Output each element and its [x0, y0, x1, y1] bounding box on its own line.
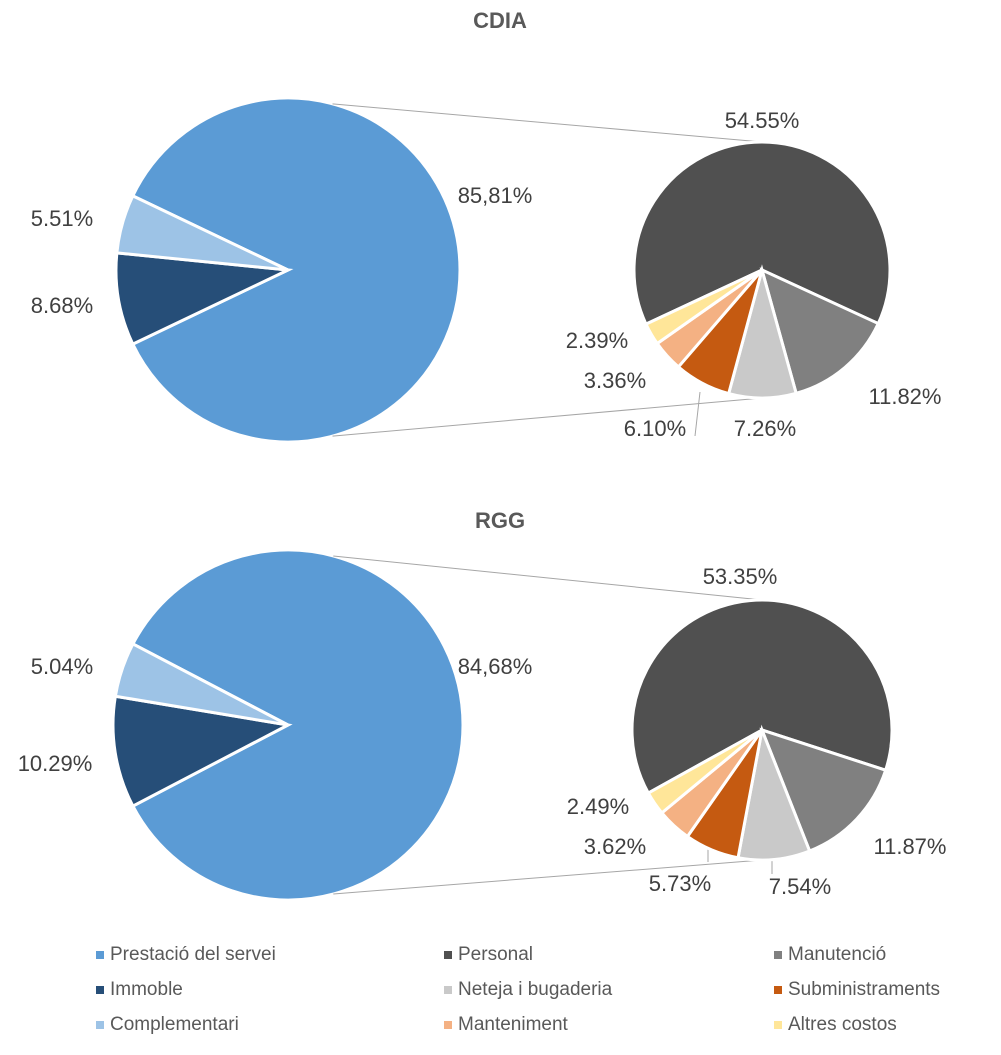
sub-pie-slice	[759, 727, 888, 853]
legend-marker	[444, 986, 452, 994]
pie-slice	[113, 641, 289, 727]
legend-marker	[96, 986, 104, 994]
pie-slice	[114, 251, 294, 347]
data-label: 5.51%	[31, 206, 93, 231]
pie-slice	[130, 96, 462, 444]
legend-marker	[774, 986, 782, 994]
legend-marker	[774, 951, 782, 959]
data-label: 5.73%	[649, 871, 711, 896]
legend-label: Complementari	[110, 1014, 239, 1035]
connector-line	[332, 397, 763, 437]
leader-line	[694, 391, 701, 437]
legend-marker	[774, 1021, 782, 1029]
data-label: 3.62%	[584, 834, 646, 859]
legend-label: Neteja i bugaderia	[458, 979, 613, 1000]
connector-line	[332, 103, 763, 143]
data-label: 53.35%	[703, 564, 778, 589]
legend-label: Prestació del servei	[110, 944, 276, 965]
legend-label: Immoble	[110, 979, 183, 1000]
pie-slice	[130, 548, 465, 902]
data-label: 6.10%	[624, 416, 686, 441]
legend-marker	[96, 1021, 104, 1029]
sub-pie-slice	[646, 728, 763, 815]
chart-title: CDIA	[473, 8, 527, 33]
data-label: 2.39%	[566, 328, 628, 353]
legend-marker	[444, 951, 452, 959]
connector-line	[333, 555, 763, 601]
data-label: 5.04%	[31, 654, 93, 679]
legend-marker	[444, 1021, 452, 1029]
data-label: 2.49%	[567, 794, 629, 819]
legend-label: Manutenció	[788, 944, 886, 965]
sub-pie-slice	[643, 268, 763, 346]
data-label: 8.68%	[31, 293, 93, 318]
data-label: 7.26%	[734, 416, 796, 441]
connector-line	[333, 859, 763, 895]
legend-label: Altres costos	[788, 1014, 897, 1035]
data-label: 85,81%	[458, 183, 533, 208]
data-label: 54.55%	[725, 108, 800, 133]
sub-pie-slice	[632, 140, 892, 327]
legend-marker	[96, 951, 104, 959]
data-label: 3.36%	[584, 368, 646, 393]
sub-pie-slice	[630, 598, 894, 796]
data-label: 7.54%	[769, 874, 831, 899]
data-label: 10.29%	[18, 751, 93, 776]
legend-label: Personal	[458, 944, 533, 965]
data-label: 11.87%	[874, 834, 947, 859]
legend-label: Manteniment	[458, 1014, 569, 1035]
sub-pie-slice	[759, 267, 881, 396]
data-label: 84,68%	[458, 654, 533, 679]
pie-slice	[111, 694, 293, 809]
pie-slice	[115, 193, 289, 272]
legend-label: Subministraments	[788, 979, 940, 1000]
data-label: 11.82%	[869, 384, 942, 409]
chart-title: RGG	[475, 508, 525, 533]
